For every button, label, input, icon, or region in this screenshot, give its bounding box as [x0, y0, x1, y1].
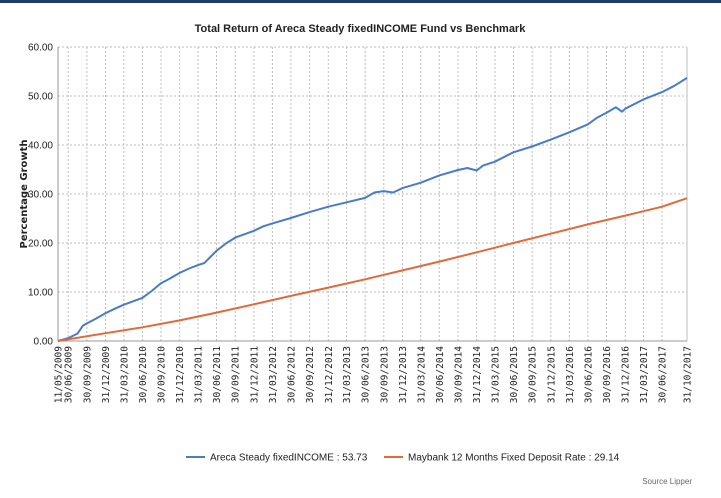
y-tick-label: 60.00: [28, 43, 53, 54]
x-tick-label: 30/06/2013: [361, 346, 372, 403]
source-note: Source Lipper: [642, 477, 692, 486]
x-tick-label: 31/12/2011: [249, 346, 260, 403]
x-tick-label: 30/09/2014: [453, 346, 464, 403]
x-tick-label: 31/03/2015: [490, 346, 501, 403]
x-tick-label: 31/03/2011: [194, 346, 205, 403]
x-tick-label: 30/06/2011: [212, 346, 223, 403]
legend: Areca Steady fixedINCOME : 53.73 Maybank …: [186, 453, 620, 464]
x-tick-label: 11/05/2009: [54, 346, 65, 403]
x-tick-label: 30/09/2009: [82, 346, 93, 403]
x-tick-label: 31/03/2017: [639, 346, 650, 403]
x-tick-label: 31/12/2009: [101, 346, 112, 403]
series-line-maybank-benchmark: [57, 197, 688, 342]
x-tick-label: 31/03/2013: [342, 346, 353, 403]
x-tick-label: 30/06/2016: [583, 346, 594, 403]
x-tick-label: 31/12/2012: [324, 346, 335, 403]
series-line-areca-fund: [57, 77, 688, 342]
legend-label: Maybank 12 Months Fixed Deposit Rate : 2…: [408, 453, 620, 464]
x-axis-ticks: 11/05/2009 30/06/2009 30/09/2009 31/12/2009…: [54, 346, 694, 403]
top-border: [0, 0, 721, 3]
x-tick-label: 31/12/2014: [472, 346, 483, 403]
x-tick-label: 31/03/2014: [416, 346, 427, 403]
y-tick-label: 50.00: [28, 92, 53, 103]
x-tick-label: 31/03/2016: [565, 346, 576, 403]
y-tick-label: 30.00: [28, 190, 53, 201]
x-tick-label: 30/06/2014: [435, 346, 446, 403]
x-tick-label: 30/06/2015: [509, 346, 520, 403]
x-tick-label: 31/10/2017: [683, 346, 694, 403]
y-tick-label: 40.00: [28, 141, 53, 152]
y-tick-label: 20.00: [28, 239, 53, 250]
chart-title: Total Return of Areca Steady fixedINCOME…: [195, 23, 527, 35]
x-tick-label: 31/12/2015: [546, 346, 557, 403]
x-tick-label: 30/06/2012: [286, 346, 297, 403]
x-tick-label: 31/12/2010: [175, 346, 186, 403]
series-lines: [57, 77, 688, 342]
x-tick-label: 30/09/2010: [157, 346, 168, 403]
grid: [57, 46, 688, 342]
y-tick-label: 0.00: [34, 337, 54, 348]
x-tick-label: 31/12/2013: [398, 346, 409, 403]
x-tick-label: 30/06/2009: [64, 346, 75, 403]
y-axis-label: Percentage Growth: [19, 140, 30, 249]
x-tick-label: 30/09/2012: [305, 346, 316, 403]
x-tick-label: 31/03/2010: [119, 346, 130, 403]
y-axis-ticks: 0.00 10.00 20.00 30.00 40.00 50.00 60.00: [28, 43, 53, 348]
x-tick-label: 30/09/2013: [379, 346, 390, 403]
x-tick-label: 30/09/2015: [528, 346, 539, 403]
x-tick-label: 30/06/2010: [138, 346, 149, 403]
x-tick-label: 30/06/2017: [658, 346, 669, 403]
x-tick-label: 30/09/2011: [231, 346, 242, 403]
x-tick-label: 31/03/2012: [268, 346, 279, 403]
x-tick-label: 31/12/2016: [621, 346, 632, 403]
legend-label: Areca Steady fixedINCOME : 53.73: [210, 453, 368, 464]
x-tick-label: 30/09/2016: [602, 346, 613, 403]
y-tick-label: 10.00: [28, 288, 53, 299]
